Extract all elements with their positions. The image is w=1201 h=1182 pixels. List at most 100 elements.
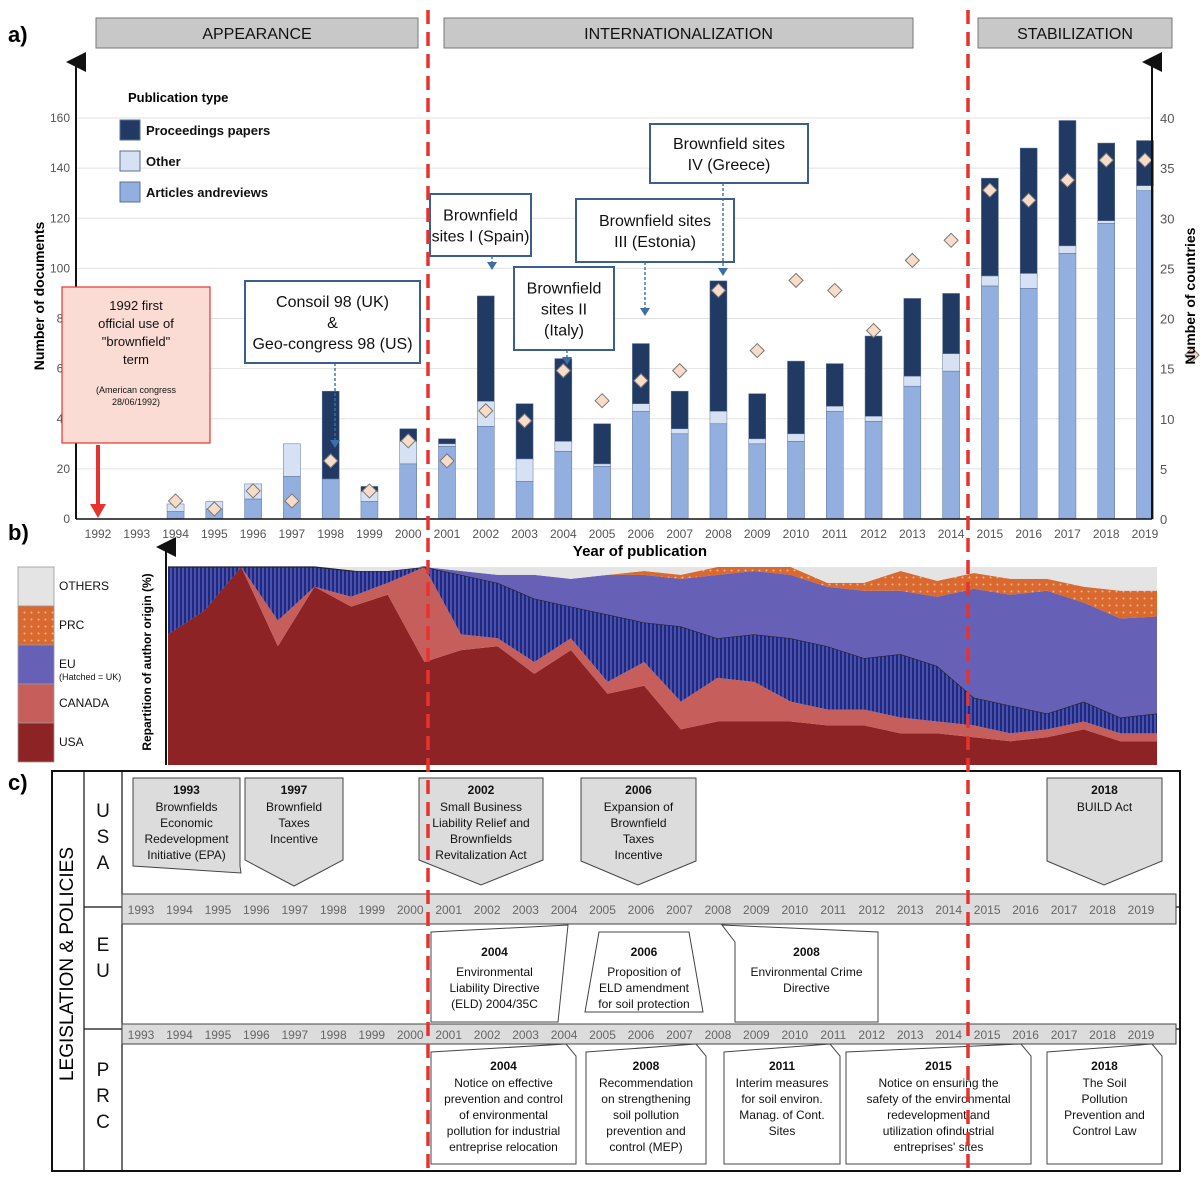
prc-event-year: 2018 <box>1091 1059 1118 1073</box>
callout-text-line: sites I (Spain) <box>432 229 530 246</box>
phase-banner-box <box>95 17 419 49</box>
area-series <box>168 566 1158 765</box>
year-strip-label: 1993 <box>128 1028 155 1042</box>
usa-event-box <box>1046 777 1163 886</box>
x-tick-label: 2018 <box>1093 527 1120 541</box>
bar-articles <box>903 385 922 520</box>
usa-event-box <box>132 777 242 874</box>
usa-event-year: 2006 <box>625 783 652 797</box>
year-strip-label: 2008 <box>705 903 732 917</box>
y2-tick-label: 25 <box>1160 261 1174 276</box>
legislation-events: 1993 Brownfields Economic Redevelopment Init… <box>132 777 1163 1165</box>
row-letter: U <box>96 801 110 822</box>
legend-label: Other <box>146 154 181 169</box>
year-strip-label: 2014 <box>935 903 962 917</box>
usa-event-text: Redevelopment <box>144 832 229 846</box>
year-strip-label: 2014 <box>935 1028 962 1042</box>
bar-proceedings <box>787 360 805 435</box>
note-text-line: official use of <box>98 316 174 331</box>
axes: 0204060801001201401600510152025303540199… <box>50 52 1174 541</box>
x-tick-label: 2002 <box>472 527 499 541</box>
bar-articles <box>515 481 534 520</box>
bar-proceedings <box>593 423 611 465</box>
prc-event-text: Pollution <box>1081 1092 1127 1106</box>
x-tick-label: 2012 <box>860 527 887 541</box>
legend-label: OTHERS <box>59 579 109 593</box>
bar-other <box>709 410 728 425</box>
y-tick-label: 160 <box>50 111 70 125</box>
x-axis-label: Year of publication <box>573 543 707 560</box>
prc-event-text: on strengthening <box>601 1092 690 1106</box>
eu-event-text: Environmental <box>456 965 533 979</box>
y-tick-label: 100 <box>50 261 70 275</box>
year-strip-label: 1995 <box>205 1028 232 1042</box>
prc-event-year: 2011 <box>769 1059 795 1073</box>
publication-type-legend: Publication type Proceedings papers Other… <box>119 90 270 203</box>
legislation-inner-frame <box>83 770 1181 1172</box>
bar-articles <box>787 441 805 520</box>
year-strip-label: 2010 <box>781 903 808 917</box>
year-strip-label: 2005 <box>589 903 616 917</box>
bar-articles <box>554 451 573 520</box>
bar-articles <box>1058 253 1077 520</box>
eu-event-box <box>430 924 569 1023</box>
year-strip-label: 2005 <box>589 1028 616 1042</box>
year-strip-label: 2019 <box>1128 1028 1155 1042</box>
prc-event-text: entreprise relocation <box>449 1140 558 1154</box>
year-strip-label: 2007 <box>666 903 693 917</box>
eu-event-year: 2004 <box>481 945 508 959</box>
legend-swatch <box>119 181 141 203</box>
bar-articles <box>748 443 766 520</box>
prc-event-text: entreprises' sites <box>894 1140 984 1154</box>
bar-other <box>1058 245 1077 254</box>
usa-event-text: Brownfield <box>266 800 322 814</box>
legend-label: Proceedings papers <box>146 123 270 138</box>
note-small-line: 28/06/1992) <box>112 397 160 407</box>
bar-articles <box>826 410 844 520</box>
year-strip-label: 2016 <box>1012 903 1039 917</box>
x-tick-label: 2019 <box>1132 527 1159 541</box>
usa-event-text: Taxes <box>278 816 309 830</box>
prc-event-text: The Soil <box>1082 1076 1126 1090</box>
bar-proceedings <box>670 390 689 430</box>
y2-tick-label: 10 <box>1160 412 1174 427</box>
eu-event-box <box>584 931 704 1013</box>
year-strip-label: 2011 <box>820 903 846 917</box>
prc-event-box <box>845 1043 1032 1165</box>
country-count-marker <box>1137 152 1153 168</box>
row-letter: A <box>97 853 110 874</box>
prc-event-text: control (MEP) <box>609 1140 682 1154</box>
legend-swatch-usa <box>17 722 55 763</box>
usa-event-box <box>418 777 544 886</box>
y2-axis-label: Number of countries <box>1182 227 1198 364</box>
phase-banner-box <box>977 17 1173 49</box>
x-tick-label: 1998 <box>317 527 344 541</box>
phase-banner-box <box>443 17 914 49</box>
country-count-marker <box>400 433 416 449</box>
prc-event-text: Manag. of Cont. <box>739 1108 824 1122</box>
area-eu <box>168 567 1157 718</box>
country-count-marker <box>1020 192 1037 208</box>
callout-text-line: Brownfield sites <box>673 136 785 153</box>
year-strip-label: 2016 <box>1012 1028 1039 1042</box>
legend-label: Articles andreviews <box>146 185 268 200</box>
bar-articles <box>981 285 999 520</box>
year-strip <box>121 893 1177 925</box>
year-strip-label: 2009 <box>743 1028 770 1042</box>
prc-event-box <box>1046 1043 1163 1165</box>
usa-event-year: 1997 <box>281 783 308 797</box>
country-count-marker <box>206 501 223 517</box>
legislation-title: LEGISLATION & POLICIES <box>57 847 78 1081</box>
year-strip-label: 2012 <box>858 903 885 917</box>
usa-event-text: Revitalization Act <box>435 848 527 862</box>
callout-text-line: Consoil 98 (UK) <box>276 294 389 311</box>
bar-articles <box>360 501 379 520</box>
bar-proceedings <box>748 393 766 440</box>
callout-text-line: Brownfield sites <box>599 213 711 230</box>
phase-banner-label: INTERNATIONALIZATION <box>584 26 773 43</box>
bar-proceedings <box>1019 147 1038 274</box>
year-strip-label: 2003 <box>512 903 539 917</box>
bar-other <box>826 405 844 412</box>
